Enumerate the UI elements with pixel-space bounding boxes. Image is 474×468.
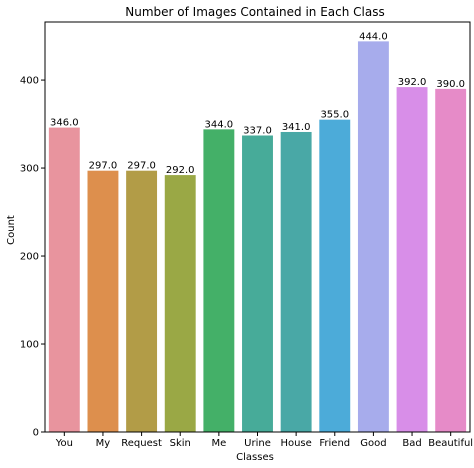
bar-bad bbox=[396, 87, 428, 432]
bar-urine bbox=[242, 135, 273, 432]
x-axis-ticks: You My Request Skin Me Urine House Friend Good Ba… bbox=[55, 432, 473, 449]
bar-house bbox=[280, 131, 312, 432]
bar-me bbox=[203, 129, 235, 432]
data-label-friend: 355.0 bbox=[320, 110, 349, 121]
x-tick-label-good: Good bbox=[360, 438, 386, 449]
x-tick-label-bad: Bad bbox=[402, 438, 421, 449]
data-label-my: 297.0 bbox=[89, 161, 118, 172]
x-tick-label-beautiful: Beautiful bbox=[428, 438, 473, 449]
y-tick-label: 200 bbox=[20, 252, 39, 263]
data-labels-group: 346.0 297.0 297.0 292.0 344.0 337.0 341.0 355.0… bbox=[50, 31, 465, 176]
data-label-urine: 337.0 bbox=[243, 125, 272, 136]
y-axis-label: Count bbox=[6, 215, 17, 245]
x-tick-label-urine: Urine bbox=[244, 438, 271, 449]
chart-title: Number of Images Contained in Each Class bbox=[125, 5, 384, 19]
bar-beautiful bbox=[435, 88, 467, 433]
y-axis-ticks: 0 100 200 300 400 bbox=[20, 76, 45, 439]
x-tick-label-you: You bbox=[55, 438, 73, 449]
x-tick-label-request: Request bbox=[121, 438, 162, 449]
bar-friend bbox=[319, 119, 351, 432]
x-tick-label-me: Me bbox=[211, 438, 226, 449]
bar-request bbox=[126, 170, 158, 433]
x-tick-label-my: My bbox=[96, 438, 111, 449]
x-tick-label-house: House bbox=[280, 438, 311, 449]
bars-group bbox=[48, 41, 467, 433]
plot-frame bbox=[44, 21, 471, 433]
data-label-bad: 392.0 bbox=[398, 77, 427, 88]
y-tick-label: 0 bbox=[33, 428, 39, 439]
y-tick-label: 100 bbox=[20, 340, 39, 351]
data-label-good: 444.0 bbox=[359, 31, 388, 42]
y-tick-label: 300 bbox=[20, 164, 39, 175]
bar-you bbox=[48, 127, 80, 432]
x-tick-label-skin: Skin bbox=[170, 438, 191, 449]
x-tick-label-friend: Friend bbox=[319, 438, 350, 449]
bar-my bbox=[87, 170, 119, 433]
data-label-you: 346.0 bbox=[50, 118, 79, 129]
data-label-request: 297.0 bbox=[127, 161, 156, 172]
y-tick-label: 400 bbox=[20, 76, 39, 87]
data-label-skin: 292.0 bbox=[166, 165, 195, 176]
bar-skin bbox=[164, 175, 196, 432]
data-label-me: 344.0 bbox=[205, 119, 234, 130]
x-axis-label: Classes bbox=[236, 452, 274, 463]
data-label-house: 341.0 bbox=[282, 122, 311, 133]
bar-good bbox=[357, 41, 389, 432]
data-label-beautiful: 390.0 bbox=[436, 79, 465, 90]
